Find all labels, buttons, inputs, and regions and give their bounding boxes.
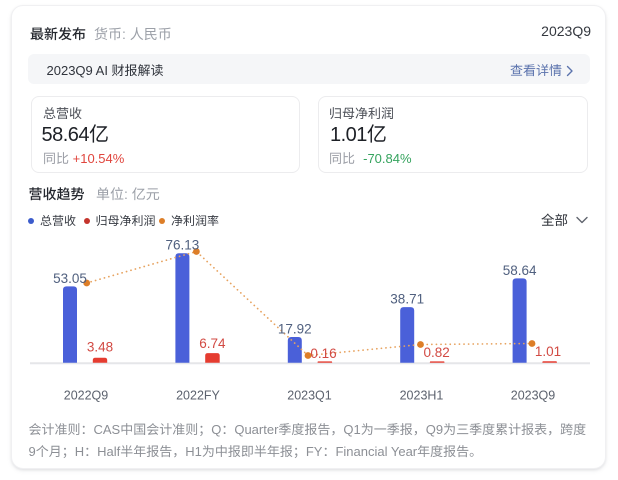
svg-text:53.05: 53.05: [53, 271, 87, 286]
svg-text:2022FY: 2022FY: [176, 389, 220, 403]
svg-text:3.48: 3.48: [87, 340, 113, 355]
svg-text:17.92: 17.92: [278, 322, 312, 337]
svg-text:1.01: 1.01: [535, 344, 561, 359]
svg-text:2023Q1: 2023Q1: [287, 389, 332, 403]
svg-text:6.74: 6.74: [199, 336, 226, 351]
svg-text:76.13: 76.13: [166, 238, 200, 253]
svg-text:58.64: 58.64: [503, 263, 537, 278]
svg-text:38.71: 38.71: [390, 292, 424, 307]
svg-text:2023H1: 2023H1: [400, 389, 444, 403]
svg-text:0.82: 0.82: [423, 345, 449, 360]
svg-text:2023Q9: 2023Q9: [511, 389, 556, 403]
svg-text:2022Q9: 2022Q9: [64, 389, 109, 403]
svg-text:0.16: 0.16: [310, 346, 336, 361]
